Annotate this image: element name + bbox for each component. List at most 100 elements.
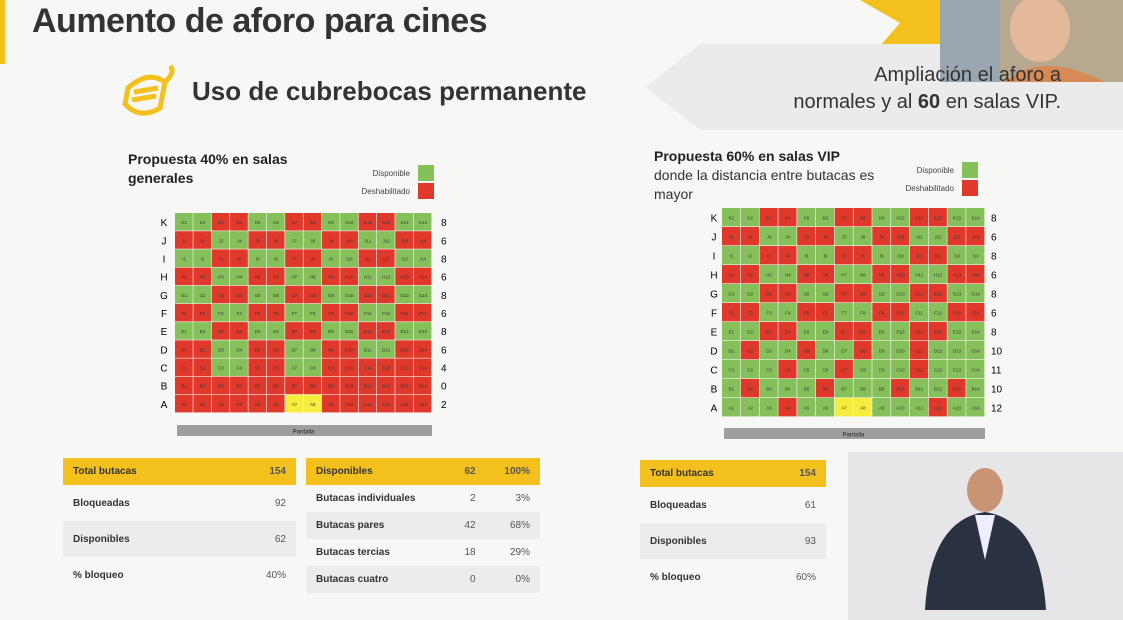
seat — [266, 285, 285, 304]
seat-label: C2 — [200, 366, 206, 371]
seat-label: K5 — [804, 216, 810, 221]
seat-label: I13 — [954, 254, 961, 259]
seat — [285, 267, 303, 286]
legend-label: Deshabilitado — [362, 187, 411, 196]
seat — [815, 246, 835, 265]
seat-label: H3 — [218, 275, 224, 280]
seat — [321, 249, 340, 267]
seat — [321, 340, 340, 358]
seat-label: J4 — [785, 235, 790, 240]
seat — [740, 246, 759, 265]
seat-label: I1 — [182, 256, 186, 261]
seat — [303, 231, 322, 249]
seat — [722, 303, 741, 322]
seat — [266, 340, 285, 358]
table-cell: 92 — [274, 497, 286, 509]
seat-label: B5 — [804, 387, 810, 392]
seat-label: I14 — [420, 256, 427, 261]
seat — [321, 376, 340, 395]
seat — [248, 213, 267, 231]
seat-label: A4 — [785, 406, 791, 411]
seat — [230, 249, 248, 267]
seat-label: E8 — [310, 329, 316, 334]
row-label: E — [161, 327, 168, 338]
seat-label: G12 — [382, 293, 391, 298]
seat — [413, 231, 432, 249]
seat — [740, 303, 759, 322]
row-count: 6 — [441, 236, 447, 247]
seat — [358, 394, 377, 413]
seat — [722, 246, 741, 265]
seat-label: C8 — [860, 368, 866, 373]
seat-label: D14 — [971, 349, 980, 354]
seat — [175, 376, 193, 395]
seat — [175, 231, 193, 249]
seat-label: J11 — [364, 238, 371, 243]
seat — [340, 231, 358, 249]
seat — [966, 303, 985, 322]
table-cell: 3% — [515, 493, 530, 504]
grid-title: Propuesta 60% en salas VIP — [654, 148, 840, 164]
seat — [909, 246, 929, 265]
seat-label: C8 — [310, 366, 316, 371]
seat — [797, 341, 816, 360]
seat — [266, 213, 285, 231]
seat-label: B14 — [972, 387, 981, 392]
seat-label: I4 — [237, 256, 241, 261]
seat — [175, 249, 193, 267]
seat-label: E11 — [364, 329, 372, 334]
seat-label: J6 — [823, 235, 828, 240]
table-cell: % bloqueo — [650, 571, 701, 583]
seat-label: E5 — [804, 330, 810, 335]
seat-label: C14 — [419, 366, 428, 371]
seat — [376, 358, 395, 377]
seat — [395, 267, 414, 286]
seat — [340, 340, 358, 358]
seat-label: A9 — [879, 406, 885, 411]
row-label: E — [711, 328, 718, 339]
seat-label: G3 — [218, 293, 225, 298]
seat — [303, 303, 322, 322]
seat-label: F12 — [382, 311, 390, 316]
seat — [358, 231, 377, 249]
seat-label: H2 — [200, 275, 206, 280]
seat-label: G6 — [822, 292, 829, 297]
seat-label: G8 — [310, 293, 317, 298]
seat — [778, 341, 797, 360]
table-cell: Bloqueadas — [73, 497, 130, 509]
seat — [928, 227, 947, 246]
seat-label: J11 — [916, 235, 923, 240]
seat — [909, 303, 929, 322]
seat — [909, 379, 929, 398]
seat-label: E14 — [972, 330, 981, 335]
seat-label: J4 — [237, 238, 242, 243]
seat — [853, 398, 872, 417]
seat-label: C7 — [291, 366, 297, 371]
seat — [303, 394, 322, 413]
seat — [778, 303, 797, 322]
seat-label: C9 — [328, 366, 334, 371]
seat — [722, 284, 741, 303]
seat-label: K14 — [972, 216, 981, 221]
seat-label: H12 — [934, 273, 943, 278]
seat-label: J1 — [729, 235, 734, 240]
seat — [928, 360, 947, 379]
seat-label: E6 — [823, 330, 829, 335]
banner-line: Ampliación el aforo a — [874, 64, 1061, 86]
seat-label: E12 — [934, 330, 943, 335]
seat-label: F8 — [860, 311, 866, 316]
seat-label: A4 — [236, 402, 242, 407]
seat-label: G13 — [400, 293, 409, 298]
seat — [891, 265, 910, 284]
seat — [909, 341, 929, 360]
seat — [175, 322, 193, 340]
seat-label: D14 — [419, 347, 428, 352]
seat-label: K13 — [400, 220, 409, 225]
seat-label: E11 — [915, 330, 923, 335]
seat — [740, 284, 759, 303]
seat-label: C11 — [915, 368, 923, 373]
seat — [193, 376, 212, 395]
seat-label: C3 — [766, 368, 772, 373]
seat-label: C13 — [953, 368, 962, 373]
